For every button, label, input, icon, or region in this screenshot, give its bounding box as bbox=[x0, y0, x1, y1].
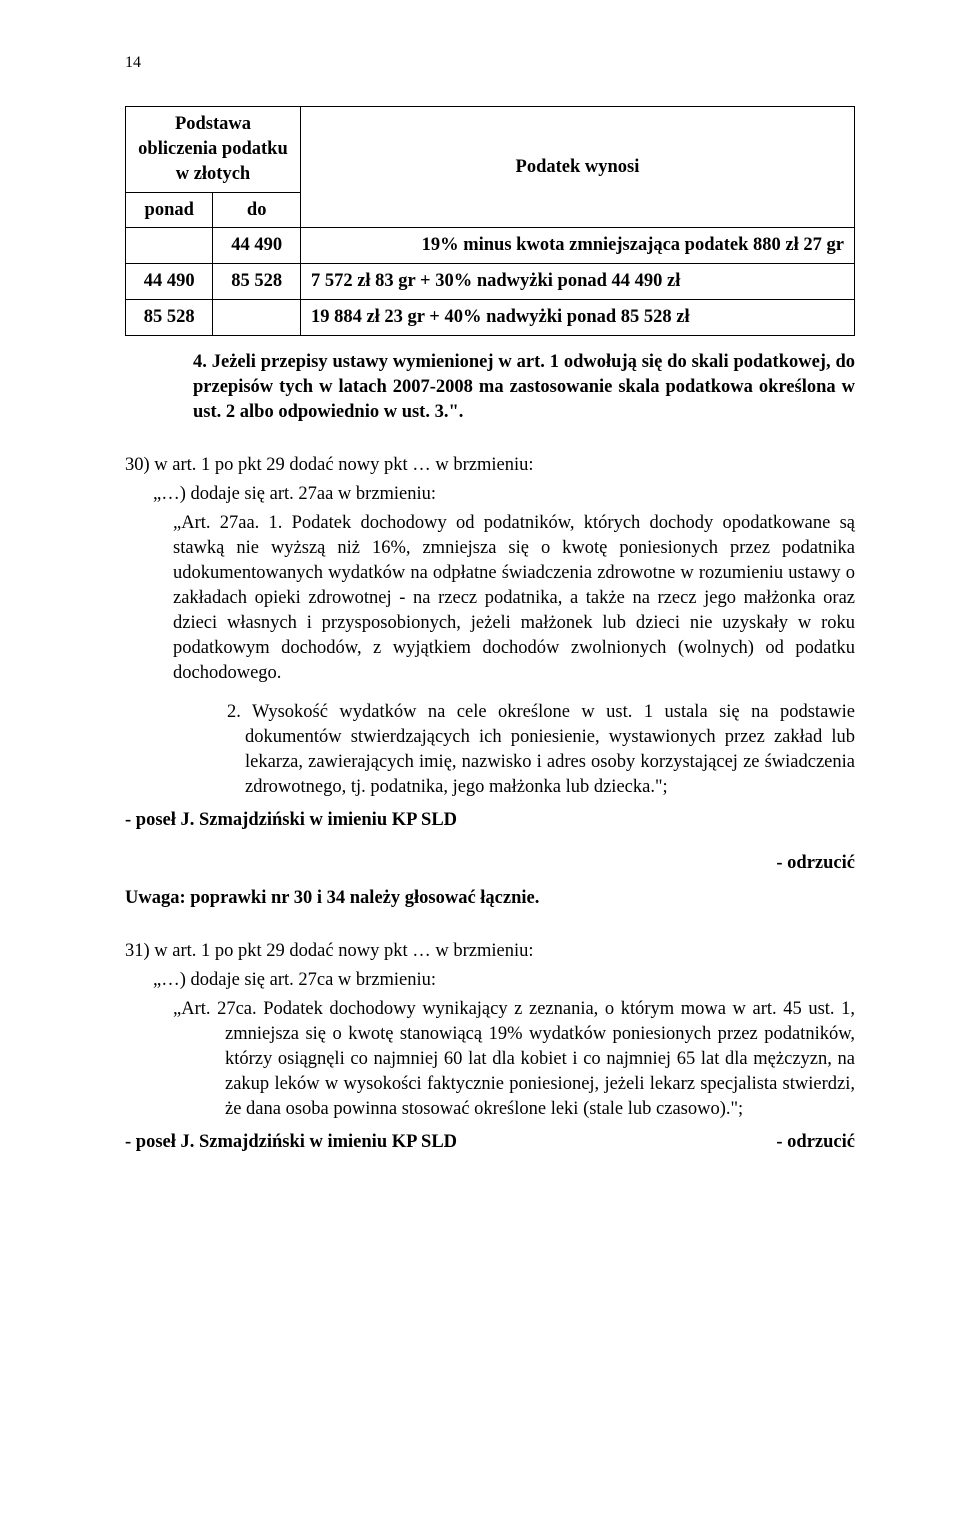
item-30-subheading: „…) dodaje się art. 27aa w brzmieniu: bbox=[153, 482, 855, 507]
item-31-subheading: „…) dodaje się art. 27ca w brzmieniu: bbox=[153, 968, 855, 993]
document-page: 14 Podstawa obliczenia podatku w złotych… bbox=[0, 0, 960, 1215]
cell bbox=[126, 228, 213, 264]
cell: 44 490 bbox=[213, 228, 300, 264]
footer-odrzucic: - odrzucić bbox=[776, 1130, 855, 1155]
table-row: 44 490 19% minus kwota zmniejszająca pod… bbox=[126, 228, 855, 264]
cell: 44 490 bbox=[126, 264, 213, 300]
table-row: 44 490 85 528 7 572 zł 83 gr + 30% nadwy… bbox=[126, 264, 855, 300]
item-31-article: „Art. 27ca. Podatek dochodowy wynikający… bbox=[173, 997, 855, 1122]
item-30-point-2: 2. Wysokość wydatków na cele określone w… bbox=[227, 700, 855, 800]
item-30-heading: 30) w art. 1 po pkt 29 dodać nowy pkt … … bbox=[125, 453, 855, 478]
item-30-article: „Art. 27aa. 1. Podatek dochodowy od poda… bbox=[173, 511, 855, 686]
cell: 7 572 zł 83 gr + 30% nadwyżki ponad 44 4… bbox=[300, 264, 854, 300]
page-number: 14 bbox=[125, 52, 855, 74]
posel-line: - poseł J. Szmajdziński w imieniu KP SLD bbox=[125, 808, 855, 833]
tax-table: Podstawa obliczenia podatku w złotych Po… bbox=[125, 106, 855, 337]
cell: 85 528 bbox=[126, 300, 213, 336]
paragraph-4: 4. Jeżeli przepisy ustawy wymienionej w … bbox=[193, 350, 855, 425]
table-header-left: Podstawa obliczenia podatku w złotych bbox=[126, 106, 301, 192]
table-subheader-ponad: ponad bbox=[126, 192, 213, 228]
cell: 85 528 bbox=[213, 264, 300, 300]
cell: 19 884 zł 23 gr + 40% nadwyżki ponad 85 … bbox=[300, 300, 854, 336]
cell: 19% minus kwota zmniejszająca podatek 88… bbox=[300, 228, 854, 264]
uwaga-line: Uwaga: poprawki nr 30 i 34 należy głosow… bbox=[125, 886, 855, 911]
footer-posel: - poseł J. Szmajdziński w imieniu KP SLD bbox=[125, 1130, 457, 1155]
odrzucic-line: - odrzucić bbox=[125, 851, 855, 876]
item-31-heading: 31) w art. 1 po pkt 29 dodać nowy pkt … … bbox=[125, 939, 855, 964]
table-subheader-do: do bbox=[213, 192, 300, 228]
cell bbox=[213, 300, 300, 336]
table-header-right: Podatek wynosi bbox=[300, 106, 854, 228]
table-row: 85 528 19 884 zł 23 gr + 40% nadwyżki po… bbox=[126, 300, 855, 336]
